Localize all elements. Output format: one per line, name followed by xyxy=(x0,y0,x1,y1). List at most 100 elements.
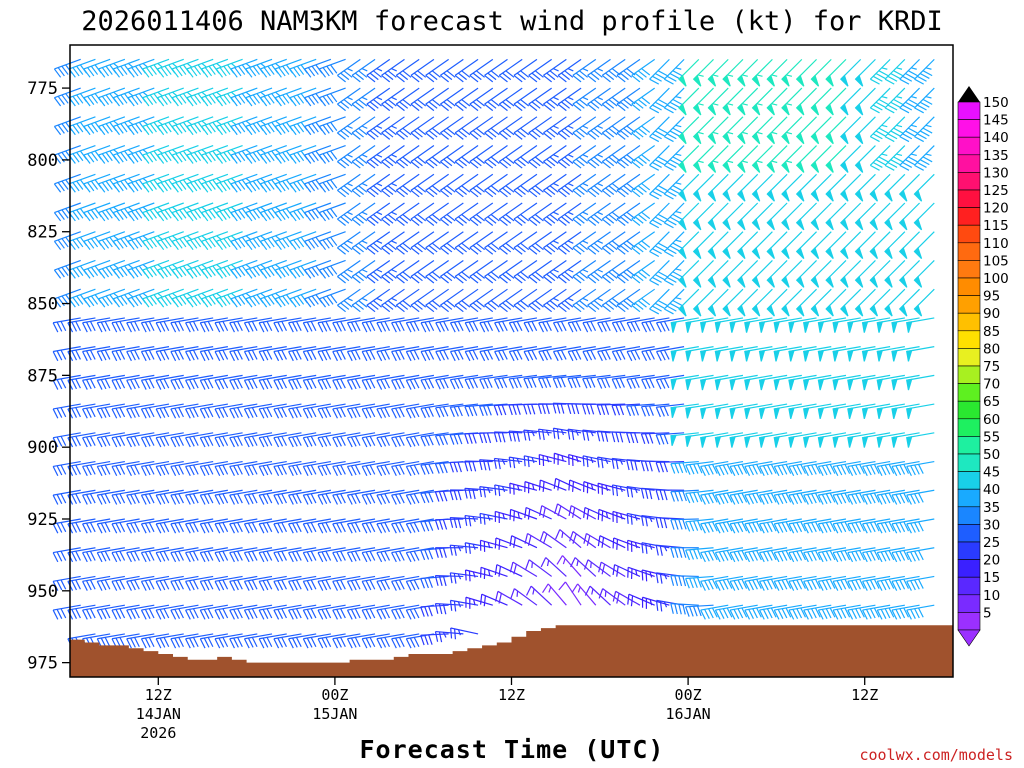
wind-barb xyxy=(420,346,449,362)
wind-barb xyxy=(707,116,729,145)
wind-barb xyxy=(199,374,228,390)
wind-barb xyxy=(714,518,744,534)
wind-barb xyxy=(111,518,140,534)
colorbar-swatch xyxy=(957,559,981,578)
wind-barb xyxy=(612,590,641,606)
wind-barb xyxy=(126,374,155,390)
wind-barb xyxy=(773,346,802,362)
wind-barb xyxy=(854,202,876,231)
wind-barb xyxy=(288,518,317,534)
wind-barb xyxy=(557,58,582,83)
wind-barb xyxy=(891,518,920,534)
wind-barb xyxy=(273,547,302,563)
wind-barb xyxy=(722,116,744,145)
wind-barb xyxy=(185,489,214,505)
y-tick-label: 950 xyxy=(27,582,58,602)
wind-barb xyxy=(898,202,920,231)
wind-barb xyxy=(914,145,935,171)
wind-barb xyxy=(898,173,920,202)
wind-barb xyxy=(391,317,420,333)
wind-barb xyxy=(381,202,405,227)
wind-barb xyxy=(737,231,759,260)
colorbar-label: 45 xyxy=(983,465,1000,481)
wind-barb xyxy=(366,231,391,255)
wind-barb xyxy=(788,403,817,419)
wind-barb xyxy=(803,575,832,591)
wind-barb xyxy=(425,173,449,198)
wind-barb xyxy=(454,87,479,112)
wind-barb xyxy=(847,547,876,563)
wind-barb xyxy=(454,173,479,198)
wind-barb xyxy=(513,173,538,198)
wind-barb xyxy=(111,604,140,620)
wind-barb xyxy=(597,346,626,362)
wind-barb xyxy=(773,460,802,477)
colorbar-label: 125 xyxy=(983,183,1009,199)
wind-barb xyxy=(96,403,125,419)
wind-barb xyxy=(788,575,817,591)
colorbar-label: 10 xyxy=(983,588,1000,604)
wind-barb xyxy=(346,460,376,477)
wind-barb xyxy=(611,374,641,389)
wind-barb xyxy=(543,145,567,169)
wind-barb xyxy=(601,87,626,112)
wind-barb xyxy=(766,231,788,260)
wind-barb xyxy=(273,432,302,448)
wind-barb xyxy=(840,87,862,116)
wind-barb xyxy=(440,58,464,83)
wind-barb xyxy=(289,288,317,308)
wind-barb xyxy=(215,202,243,222)
wind-barb xyxy=(361,547,390,563)
wind-barb xyxy=(847,489,876,505)
wind-barb xyxy=(273,346,302,362)
wind-barb xyxy=(273,317,302,333)
wind-barb xyxy=(215,288,243,308)
wind-barb xyxy=(832,460,861,477)
wind-barb xyxy=(484,87,508,112)
wind-barb xyxy=(366,259,391,284)
wind-barb xyxy=(906,547,935,563)
wind-barb xyxy=(795,288,817,317)
wind-barb xyxy=(714,374,744,391)
wind-barb xyxy=(729,460,758,477)
wind-barb xyxy=(82,518,111,534)
wind-barb xyxy=(332,317,361,333)
x-tick-year: 2026 xyxy=(140,724,176,742)
wind-barb xyxy=(126,346,155,362)
wind-barb xyxy=(700,604,729,620)
wind-barb xyxy=(557,87,582,112)
colorbar-top-arrow xyxy=(958,86,980,102)
wind-barb xyxy=(587,202,611,227)
wind-barb xyxy=(572,116,597,140)
wind-barb xyxy=(891,604,920,620)
wind-barb xyxy=(572,87,597,112)
wind-barb xyxy=(258,403,287,419)
y-tick-label: 825 xyxy=(27,223,58,243)
credit-text: coolwx.com/models xyxy=(859,746,1013,764)
wind-barb xyxy=(685,432,714,447)
wind-barb xyxy=(498,173,523,198)
wind-barb xyxy=(140,518,170,534)
wind-barb xyxy=(230,259,258,279)
wind-barb xyxy=(381,87,405,112)
wind-barb xyxy=(243,489,273,505)
wind-barb xyxy=(391,432,420,448)
wind-barb xyxy=(391,403,420,419)
wind-barb xyxy=(258,374,287,390)
wind-barb xyxy=(258,575,287,591)
wind-barb xyxy=(449,599,479,612)
wind-barb xyxy=(513,87,538,112)
wind-barb xyxy=(346,374,376,390)
wind-barb xyxy=(692,288,714,317)
wind-barb xyxy=(395,173,420,198)
wind-barb xyxy=(538,453,567,466)
wind-barb xyxy=(869,87,891,114)
wind-barb xyxy=(678,87,700,116)
wind-barb xyxy=(817,374,847,391)
wind-barb xyxy=(663,145,685,171)
wind-barb xyxy=(273,374,302,390)
wind-barb xyxy=(587,288,611,313)
wind-barb xyxy=(744,374,773,391)
wind-barb xyxy=(155,460,184,477)
